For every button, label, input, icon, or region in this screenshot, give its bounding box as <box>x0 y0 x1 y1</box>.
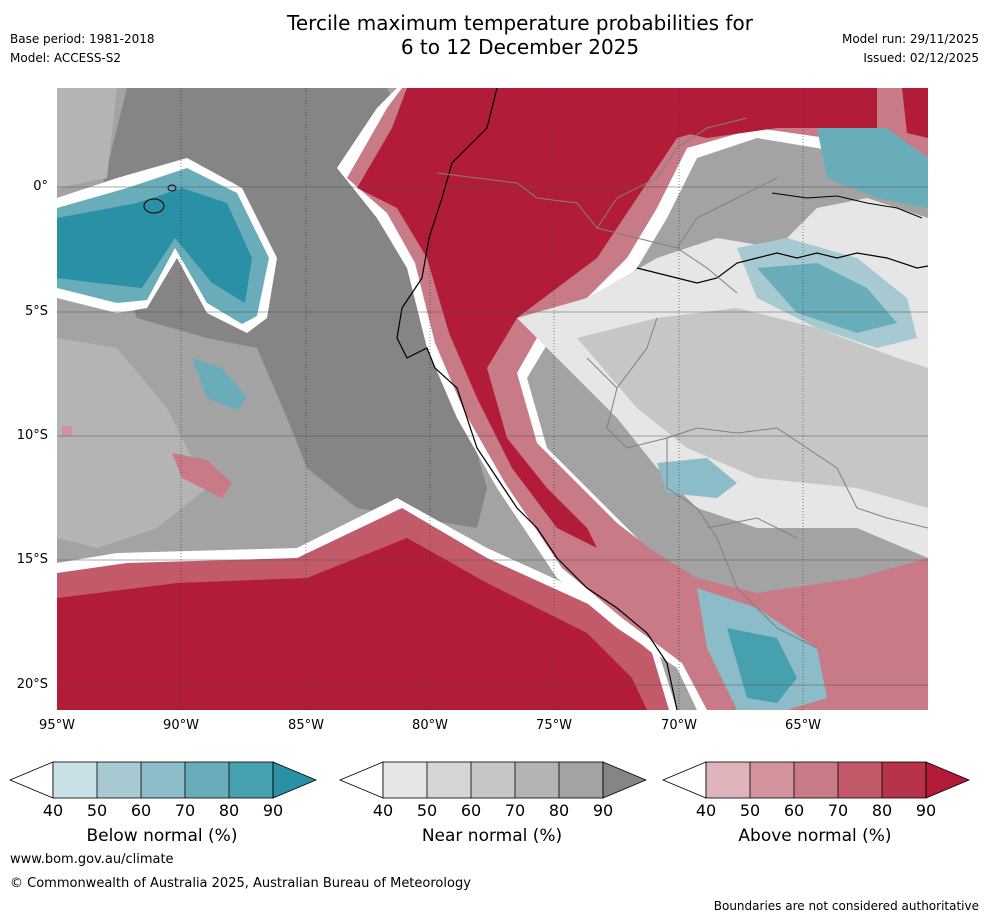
below-normal-south-core <box>727 628 797 703</box>
above-normal-90-area-south <box>57 538 647 710</box>
galapagos-island <box>143 198 165 214</box>
cb3-tick-80: 80 <box>871 801 893 820</box>
cb2-tick-40: 40 <box>372 801 394 820</box>
cb3-tick-90: 90 <box>915 801 937 820</box>
cb3-tick-60: 60 <box>783 801 805 820</box>
copyright-notice: © Commonwealth of Australia 2025, Austra… <box>10 876 471 891</box>
colorbar-near-swatch-1 <box>383 762 427 798</box>
colorbar-below-normal <box>8 761 318 799</box>
cb1-tick-90: 90 <box>262 801 284 820</box>
colorbar-near-swatch-5 <box>559 762 603 798</box>
cb3-tick-40: 40 <box>695 801 717 820</box>
above-normal-90-area-north <box>597 88 877 138</box>
boundaries-disclaimer: Boundaries are not considered authoritat… <box>713 899 979 913</box>
river-amazon <box>636 252 928 284</box>
colorbar-near-normal <box>338 761 648 799</box>
colorbar-near-under-arrow <box>338 761 384 799</box>
cb1-tick-50: 50 <box>86 801 108 820</box>
cb3-tick-70: 70 <box>827 801 849 820</box>
above-normal-90-area-east <box>902 88 928 138</box>
country-borders <box>436 117 928 649</box>
cb2-tick-80: 80 <box>548 801 570 820</box>
above-normal-90-area-coast <box>357 88 757 548</box>
cb2-tick-90: 90 <box>592 801 614 820</box>
colorbar-above-normal <box>661 761 971 799</box>
cb1-tick-80: 80 <box>218 801 240 820</box>
colorbar-near-over-arrow <box>602 761 648 799</box>
cb3-tick-50: 50 <box>739 801 761 820</box>
map-title: Tercile maximum temperature probabilitie… <box>0 11 988 59</box>
lon-label-95w: 95°W <box>39 718 75 733</box>
above-normal-small-area <box>172 453 232 498</box>
cb2-tick-70: 70 <box>504 801 526 820</box>
lon-label-70w: 70°W <box>661 718 697 733</box>
below-normal-interior-core <box>757 263 897 333</box>
lon-label-80w: 80°W <box>412 718 448 733</box>
colorbar-above-over-arrow <box>925 761 971 799</box>
model-name: Model: ACCESS-S2 <box>10 51 122 65</box>
lon-label-75w: 75°W <box>536 718 572 733</box>
galapagos-island-small <box>167 184 177 192</box>
colorbar-above-swatch-2 <box>750 762 794 798</box>
lat-label-5s: 5°S <box>24 304 48 319</box>
above-normal-dot <box>62 426 72 436</box>
below-normal-small-area <box>192 358 247 410</box>
title-line-1: Tercile maximum temperature probabilitie… <box>287 11 753 35</box>
colorbar-above-swatch-1 <box>706 762 750 798</box>
above-normal-label: Above normal (%) <box>738 826 892 846</box>
colorbar-below-swatch-2 <box>97 762 141 798</box>
colorbar-below-swatch-3 <box>141 762 185 798</box>
colorbar-below-over-arrow <box>272 761 318 799</box>
cb1-tick-70: 70 <box>174 801 196 820</box>
below-normal-north-east-area <box>817 128 928 208</box>
colorbar-below-swatch-1 <box>53 762 97 798</box>
colorbar-above-swatch-5 <box>882 762 926 798</box>
near-normal-70-area-south <box>57 338 207 548</box>
base-period: Base period: 1981-2018 <box>10 32 155 46</box>
issued-date: Issued: 02/12/2025 <box>863 51 979 65</box>
coastline <box>396 88 678 710</box>
colorbar-near-swatch-3 <box>471 762 515 798</box>
cb1-tick-40: 40 <box>42 801 64 820</box>
near-normal-label: Near normal (%) <box>421 826 563 846</box>
colorbar-below-under-arrow <box>8 761 54 799</box>
lon-label-65w: 65°W <box>785 718 821 733</box>
lat-label-10s: 10°S <box>16 428 48 443</box>
colorbar-near-swatch-2 <box>427 762 471 798</box>
colorbar-above-swatch-4 <box>838 762 882 798</box>
lon-label-85w: 85°W <box>288 718 324 733</box>
probability-map <box>57 88 928 710</box>
lat-label-20s: 20°S <box>16 677 48 692</box>
website-link[interactable]: www.bom.gov.au/climate <box>10 852 174 867</box>
cb2-tick-50: 50 <box>416 801 438 820</box>
cb2-tick-60: 60 <box>460 801 482 820</box>
colorbar-above-swatch-3 <box>794 762 838 798</box>
lon-label-90w: 90°W <box>163 718 199 733</box>
near-normal-60-interior <box>577 308 928 508</box>
cb1-tick-60: 60 <box>130 801 152 820</box>
below-normal-central-area <box>657 458 737 498</box>
model-run: Model run: 29/11/2025 <box>841 32 979 46</box>
colorbar-above-under-arrow <box>661 761 707 799</box>
near-normal-70-area <box>57 88 117 188</box>
title-line-2: 6 to 12 December 2025 <box>400 35 640 59</box>
colorbar-near-swatch-4 <box>515 762 559 798</box>
latitude-lines <box>57 186 928 686</box>
lat-label-0: 0° <box>33 179 48 194</box>
colorbar-below-swatch-4 <box>185 762 229 798</box>
lat-label-15s: 15°S <box>16 552 48 567</box>
below-normal-label: Below normal (%) <box>86 826 238 846</box>
below-normal-90-area <box>57 188 252 303</box>
river-north <box>771 192 923 219</box>
colorbar-below-swatch-5 <box>229 762 273 798</box>
